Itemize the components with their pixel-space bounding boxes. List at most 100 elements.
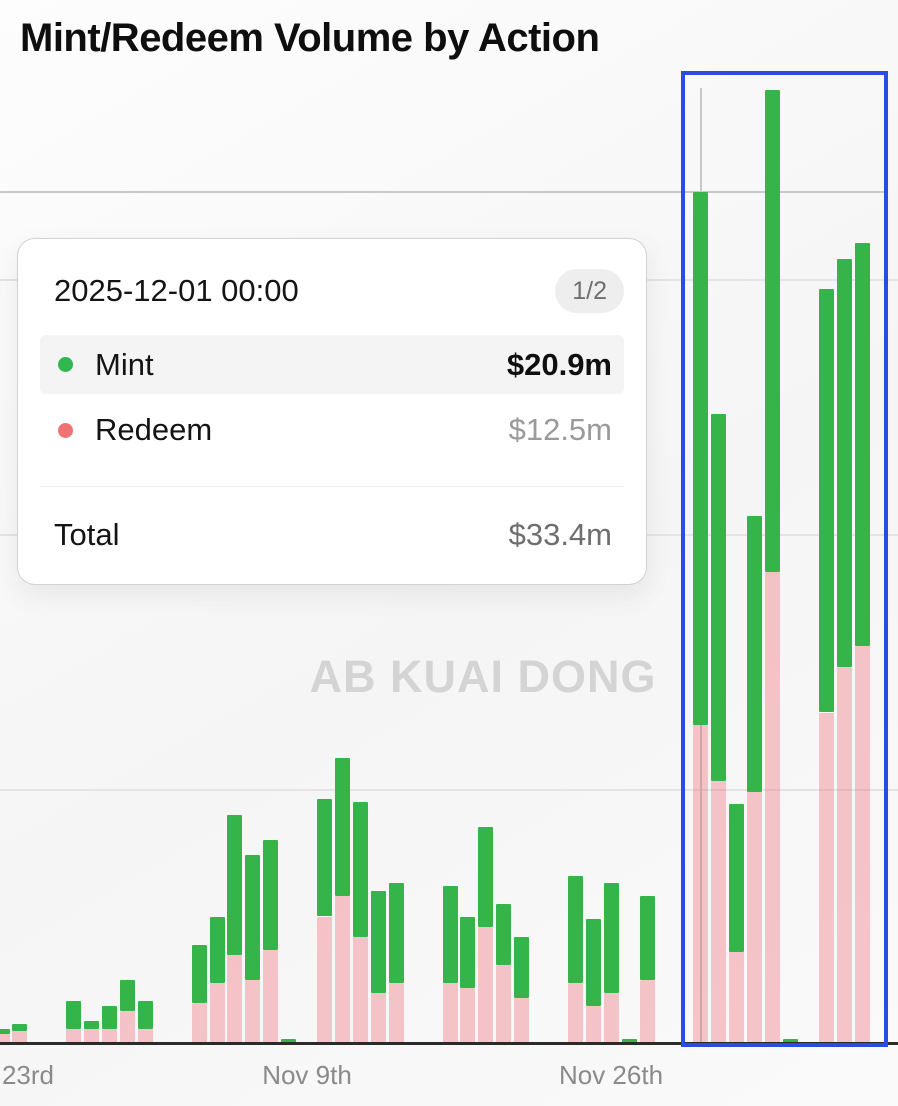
- bar-mint-segment[interactable]: [460, 916, 476, 988]
- bar-mint-segment[interactable]: [711, 414, 727, 782]
- bar-redeem-segment[interactable]: [317, 916, 333, 1044]
- bar-redeem-segment[interactable]: [12, 1031, 28, 1044]
- bar-mint-segment[interactable]: [603, 883, 619, 993]
- tooltip-total-row: Total $33.4m: [54, 517, 612, 553]
- bar-redeem-segment[interactable]: [66, 1028, 82, 1044]
- page-title: Mint/Redeem Volume by Action: [20, 16, 600, 60]
- bar-redeem-segment[interactable]: [496, 964, 512, 1044]
- bar-redeem-segment[interactable]: [603, 993, 619, 1044]
- tooltip-rows: Mint $20.9m Redeem $12.5m: [40, 335, 624, 456]
- tooltip-header: 2025-12-01 00:00 1/2: [18, 239, 646, 313]
- x-tick-label: Nov 26th: [558, 1060, 664, 1090]
- bar-redeem-segment[interactable]: [263, 949, 279, 1044]
- bar-mint-segment[interactable]: [854, 243, 870, 647]
- total-label: Total: [54, 517, 120, 552]
- bar-mint-segment[interactable]: [478, 827, 494, 927]
- bar-redeem-segment[interactable]: [227, 954, 243, 1044]
- bar-mint-segment[interactable]: [84, 1021, 100, 1029]
- bar-redeem-segment[interactable]: [388, 982, 404, 1044]
- bar-mint-segment[interactable]: [567, 875, 583, 983]
- bar-redeem-segment[interactable]: [0, 1033, 10, 1044]
- mint-series-dot-icon: [58, 357, 73, 372]
- tooltip-row-mint: Mint $20.9m: [40, 335, 624, 394]
- bar-mint-segment[interactable]: [388, 883, 404, 983]
- bar-mint-segment[interactable]: [227, 814, 243, 955]
- bar-redeem-segment[interactable]: [836, 666, 852, 1044]
- bar-mint-segment[interactable]: [514, 936, 530, 999]
- bar-mint-segment[interactable]: [245, 855, 261, 981]
- bar-redeem-segment[interactable]: [747, 791, 763, 1044]
- bar-redeem-segment[interactable]: [137, 1028, 153, 1044]
- bar-mint-segment[interactable]: [818, 289, 834, 713]
- bar-mint-segment[interactable]: [263, 840, 279, 950]
- tooltip-row-redeem: Redeem $12.5m: [40, 404, 624, 456]
- selection-box[interactable]: [681, 71, 888, 1047]
- x-tick-label: Nov 9th: [262, 1060, 352, 1090]
- bar-mint-segment[interactable]: [496, 903, 512, 965]
- bar-redeem-segment[interactable]: [370, 993, 386, 1044]
- bar-redeem-segment[interactable]: [245, 980, 261, 1044]
- bar-mint-segment[interactable]: [639, 896, 655, 981]
- crosshair-horizontal-line: [0, 191, 888, 194]
- bar-redeem-segment[interactable]: [711, 781, 727, 1044]
- bar-mint-segment[interactable]: [782, 1038, 798, 1044]
- bar-mint-segment[interactable]: [66, 1000, 82, 1029]
- redeem-series-value: $12.5m: [508, 412, 612, 447]
- bar-mint-segment[interactable]: [370, 891, 386, 993]
- bar-mint-segment[interactable]: [209, 916, 225, 983]
- gridline-10m: [0, 789, 898, 791]
- bar-redeem-segment[interactable]: [442, 982, 458, 1044]
- bar-redeem-segment[interactable]: [209, 982, 225, 1044]
- bar-mint-segment[interactable]: [191, 944, 207, 1004]
- bar-redeem-segment[interactable]: [119, 1010, 135, 1044]
- bar-redeem-segment[interactable]: [585, 1005, 601, 1044]
- redeem-series-dot-icon: [58, 422, 73, 438]
- bar-mint-segment[interactable]: [621, 1038, 637, 1044]
- bar-redeem-segment[interactable]: [102, 1028, 118, 1044]
- bar-mint-segment[interactable]: [317, 799, 333, 917]
- redeem-series-label: Redeem: [95, 412, 213, 447]
- bar-mint-segment[interactable]: [836, 258, 852, 667]
- mint-series-value: $20.9m: [506, 346, 612, 382]
- tooltip: 2025-12-01 00:00 1/2 Mint $20.9m Redeem …: [17, 238, 647, 585]
- bar-mint-segment[interactable]: [585, 919, 601, 1006]
- bar-redeem-segment[interactable]: [514, 998, 530, 1044]
- bar-mint-segment[interactable]: [102, 1005, 118, 1029]
- bar-redeem-segment[interactable]: [334, 896, 350, 1044]
- bar-mint-segment[interactable]: [765, 90, 781, 573]
- bar-mint-segment[interactable]: [352, 801, 368, 937]
- bar-redeem-segment[interactable]: [191, 1003, 207, 1044]
- bar-redeem-segment[interactable]: [567, 982, 583, 1044]
- mint-series-label: Mint: [95, 346, 154, 382]
- bar-redeem-segment[interactable]: [639, 980, 655, 1044]
- bar-mint-segment[interactable]: [729, 804, 745, 953]
- tooltip-pagination-badge[interactable]: 1/2: [555, 269, 624, 313]
- bar-redeem-segment[interactable]: [84, 1028, 100, 1044]
- bar-mint-segment[interactable]: [442, 885, 458, 983]
- bar-mint-segment[interactable]: [281, 1038, 297, 1044]
- bar-mint-segment[interactable]: [693, 192, 709, 726]
- bar-mint-segment[interactable]: [119, 980, 135, 1011]
- bar-mint-segment[interactable]: [334, 758, 350, 897]
- bar-redeem-segment[interactable]: [478, 926, 494, 1044]
- bar-mint-segment[interactable]: [137, 1000, 153, 1029]
- bar-redeem-segment[interactable]: [352, 936, 368, 1044]
- bar-mint-segment[interactable]: [747, 516, 763, 792]
- bar-redeem-segment[interactable]: [765, 572, 781, 1044]
- x-axis-line: [0, 1042, 898, 1045]
- total-value: $33.4m: [508, 517, 612, 552]
- bar-mint-segment[interactable]: [12, 1023, 28, 1032]
- x-tick-label: 23rd: [1, 1060, 55, 1090]
- watermark: AB KUAI DONG: [309, 651, 657, 702]
- bar-redeem-segment[interactable]: [729, 952, 745, 1044]
- bar-redeem-segment[interactable]: [460, 987, 476, 1044]
- tooltip-date: 2025-12-01 00:00: [54, 273, 299, 308]
- bar-redeem-segment[interactable]: [854, 646, 870, 1044]
- bar-redeem-segment[interactable]: [693, 725, 709, 1044]
- bar-redeem-segment[interactable]: [818, 712, 834, 1044]
- bar-mint-segment[interactable]: [0, 1028, 10, 1034]
- tooltip-divider: [40, 486, 624, 487]
